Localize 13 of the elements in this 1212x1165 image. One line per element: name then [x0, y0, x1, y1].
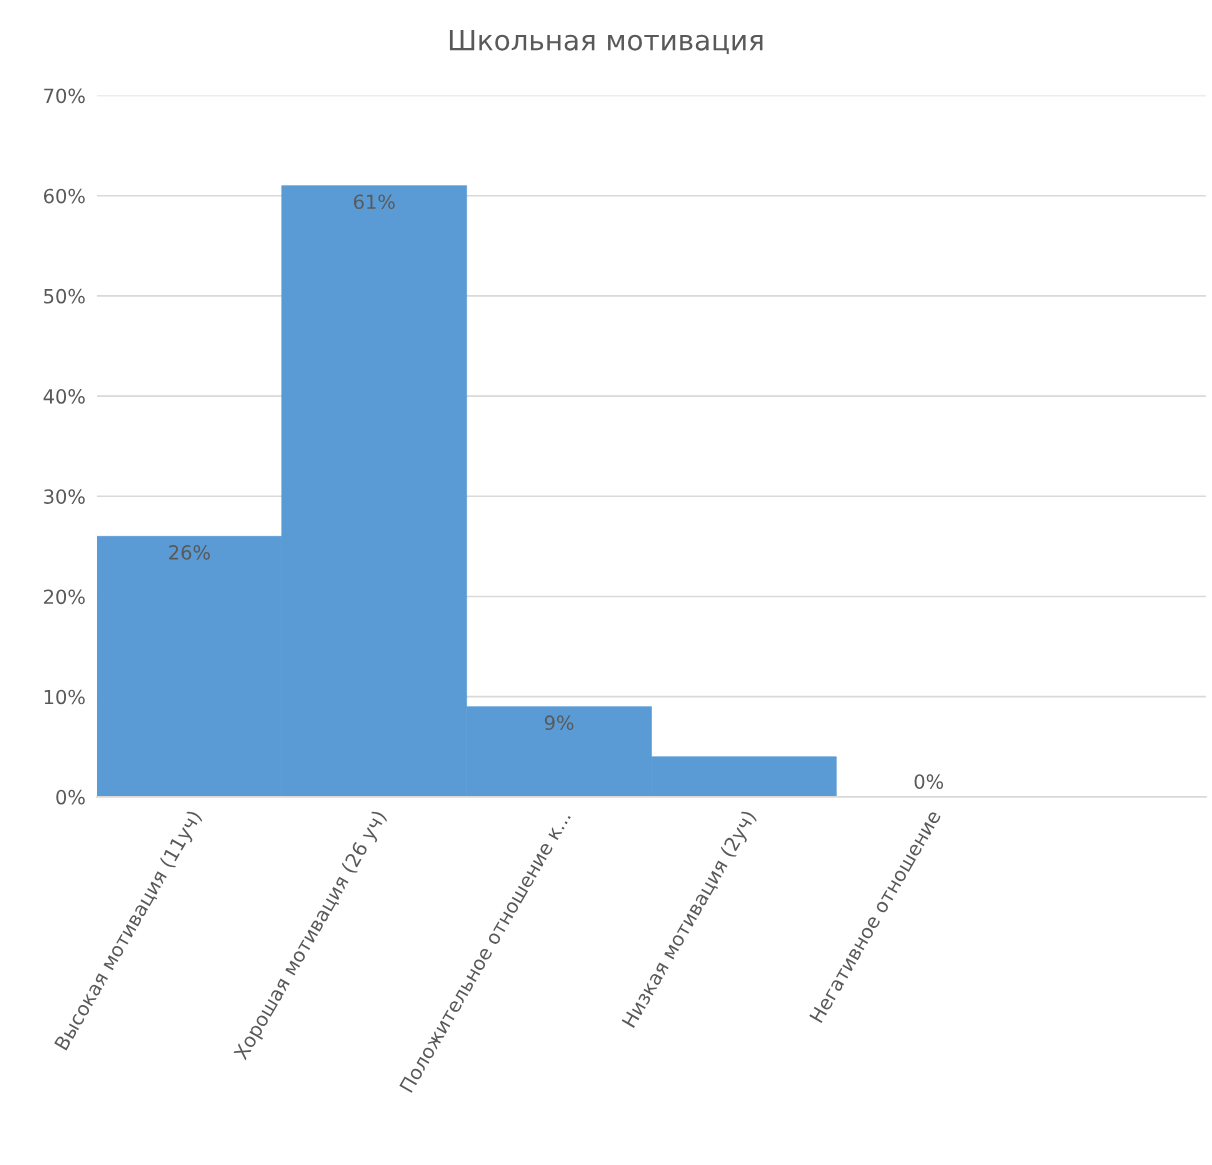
- y-tick-label: 60%: [43, 188, 85, 204]
- data-label: 9%: [544, 715, 574, 731]
- y-tick-label: 40%: [43, 389, 85, 404]
- data-label: 26%: [169, 545, 210, 560]
- y-tick-label: 20%: [44, 589, 85, 605]
- y-tick-label: 50%: [44, 288, 85, 304]
- y-tick-label: 10%: [44, 689, 85, 705]
- y-tick-label: 30%: [44, 489, 85, 504]
- data-label: 61%: [353, 194, 395, 210]
- y-tick-label: 0%: [56, 789, 85, 805]
- y-tick-label: 70%: [44, 88, 85, 104]
- chart-title: Школьная мотивация: [449, 29, 763, 55]
- data-label: 0%: [914, 774, 944, 789]
